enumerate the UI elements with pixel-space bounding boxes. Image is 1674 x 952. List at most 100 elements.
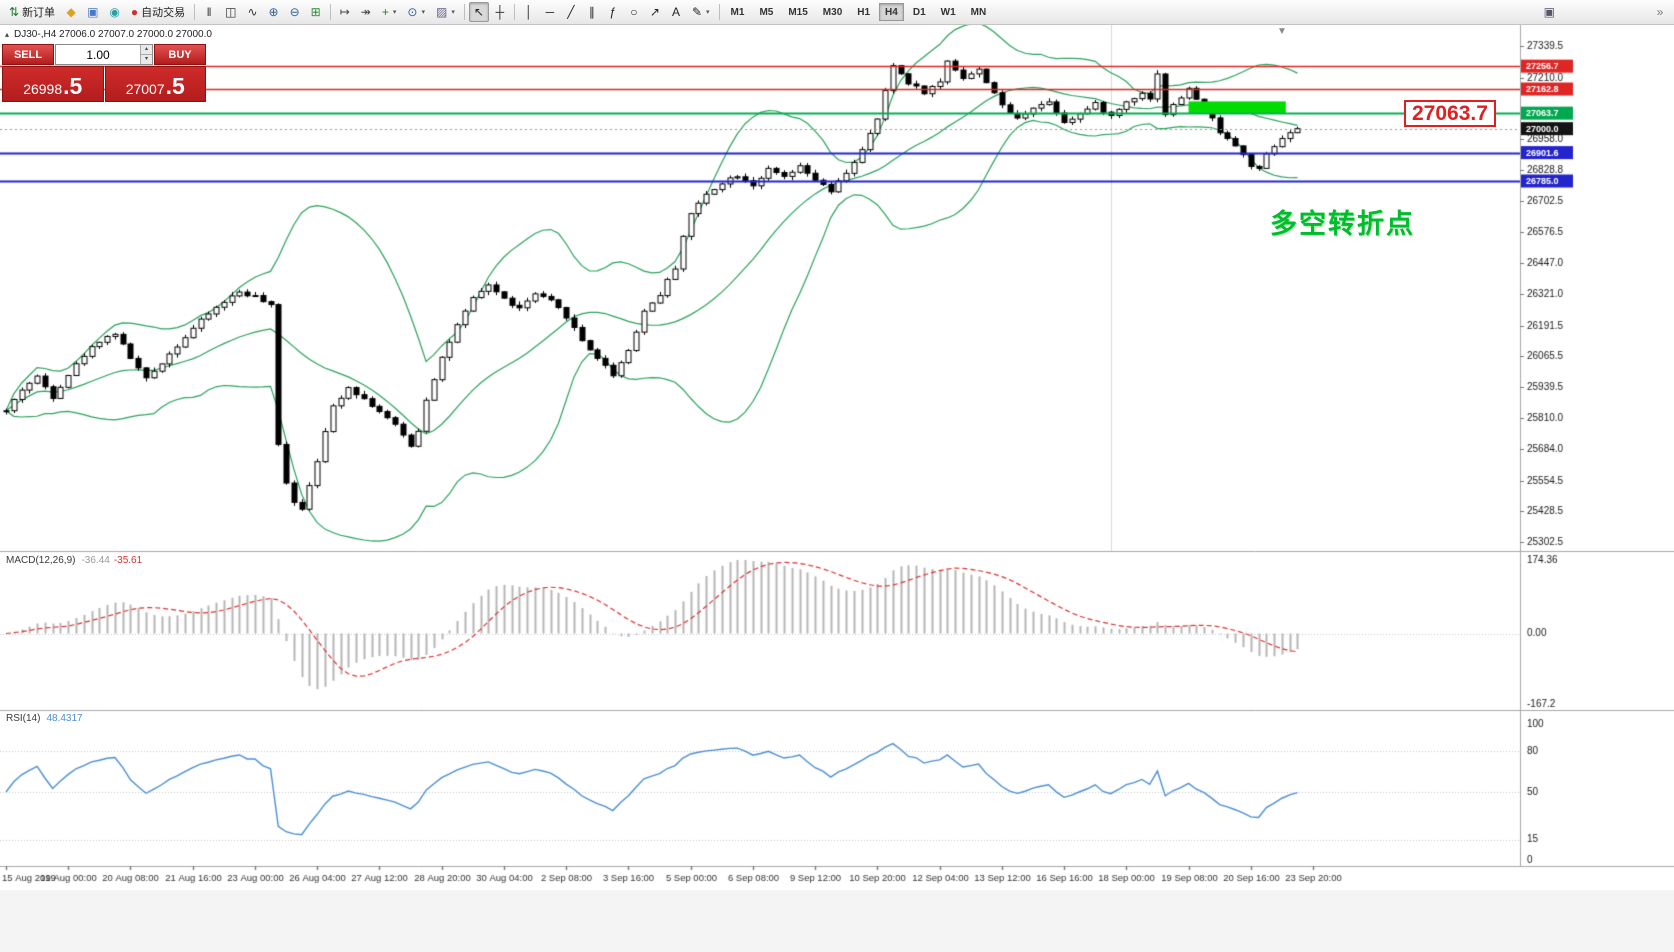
auto-trading-button[interactable]: ● 自动交易: [126, 2, 190, 22]
timeframe-button-d1[interactable]: D1: [912, 6, 926, 18]
toolbar-separator: [513, 4, 515, 20]
timeframe-button-m1[interactable]: M1: [730, 6, 745, 18]
indicators-button[interactable]: + ▾: [377, 2, 402, 22]
mql5-community-button[interactable]: ◆: [61, 2, 81, 22]
panel-collapse-icon[interactable]: ▴: [5, 30, 10, 39]
timeframe-button-m5[interactable]: M5: [759, 6, 774, 18]
timeframe-button-mn[interactable]: MN: [970, 6, 987, 18]
macd-main-value: -36.44: [81, 555, 110, 566]
macd-indicator-label: MACD(12,26,9) -36.44 -35.61: [6, 555, 142, 566]
dropdown-caret-icon: ▾: [421, 9, 425, 16]
toolbar-separator: [718, 4, 720, 20]
crosshair-button[interactable]: ┼: [490, 2, 510, 22]
market-button[interactable]: ▣: [82, 2, 103, 22]
chart-shift-icon: ↦: [339, 5, 350, 19]
signals-button[interactable]: ◉: [104, 2, 124, 22]
chart-shift-button[interactable]: ↦: [335, 2, 355, 22]
buy-price-display[interactable]: 27007 .5: [104, 66, 206, 102]
equidistant-channel-button[interactable]: ∥: [582, 2, 602, 22]
auto-scroll-button[interactable]: ↠: [356, 2, 376, 22]
periods-icon: ⊙: [407, 5, 418, 19]
toolbar-button-label: 自动交易: [141, 7, 186, 19]
open-chart-window-icon: ▣: [1543, 5, 1555, 19]
sell-price-display[interactable]: 26998 .5: [2, 66, 104, 102]
rsi-name: RSI(14): [6, 713, 41, 724]
shapes-button[interactable]: ○: [624, 2, 644, 22]
buy-price-frac: .5: [165, 73, 185, 100]
timeframe-button-m30[interactable]: M30: [822, 6, 843, 18]
periods-button[interactable]: ⊙ ▾: [402, 2, 430, 22]
text-icon: A: [671, 5, 680, 19]
cursor-button[interactable]: ↖: [468, 2, 489, 22]
toolbar-separator: [194, 4, 196, 20]
signals-icon: ◉: [109, 5, 120, 19]
market-icon: ▣: [87, 5, 99, 19]
buy-button[interactable]: BUY: [154, 44, 206, 65]
templates-icon: ▨: [435, 5, 448, 19]
toolbar-separator: [463, 4, 465, 20]
chart-shift-icon[interactable]: ▼: [1277, 26, 1287, 37]
zoom-out-button[interactable]: ⊖: [285, 2, 305, 22]
text-label-button[interactable]: ✎ ▾: [687, 2, 715, 22]
text-button[interactable]: A: [666, 2, 686, 22]
vertical-line-button[interactable]: │: [519, 2, 539, 22]
volume-decrease-button[interactable]: ▾: [140, 55, 152, 64]
auto-scroll-icon: ↠: [360, 5, 371, 19]
toolbar: ⇅ 新订单 ◆ ▣ ◉ ● 自动交易 ‖ ◫ ∿ ⊕ ⊖ ⊞ ↦ ↠ + ▾ ⊙ ▾ ▨ ▾ ↖ ┼ │ ─ ╱ ∥ ƒ ○ ↗ A ✎ ▾ M1…: [0, 0, 1674, 25]
fibonacci-icon: ƒ: [609, 5, 617, 19]
candlestick-chart-button[interactable]: ◫: [220, 2, 241, 22]
trendline-button[interactable]: ╱: [561, 2, 581, 22]
sell-price-frac: .5: [63, 73, 83, 100]
mql5-community-icon: ◆: [66, 5, 76, 19]
horizontal-line-icon: ─: [545, 5, 555, 19]
open-chart-window-button[interactable]: ▣: [1539, 2, 1560, 22]
zoom-in-icon: ⊕: [268, 5, 279, 19]
symbol-ohlc-text: DJ30-,H4 27006.0 27007.0 27000.0 27000.0: [14, 29, 212, 40]
new-order-icon: ⇅: [9, 5, 20, 19]
text-label-icon: ✎: [691, 5, 703, 19]
bars-chart-button[interactable]: ‖: [199, 2, 219, 22]
templates-button[interactable]: ▨ ▾: [431, 2, 460, 22]
dropdown-caret-icon: ▾: [451, 9, 455, 16]
zoom-out-icon: ⊖: [289, 5, 300, 19]
volume-spinner: ▴ ▾: [140, 45, 152, 64]
dropdown-caret-icon: ▾: [706, 9, 710, 16]
shapes-icon: ○: [630, 5, 638, 19]
toolbar-button-label: 新订单: [22, 7, 56, 19]
vertical-line-icon: │: [525, 5, 533, 19]
horizontal-line-button[interactable]: ─: [540, 2, 560, 22]
cursor-icon: ↖: [473, 5, 484, 19]
macd-name: MACD(12,26,9): [6, 555, 76, 566]
timeframe-button-h4[interactable]: H4: [879, 3, 904, 21]
volume-input[interactable]: [56, 45, 140, 64]
new-order-button[interactable]: ⇅ 新订单: [4, 2, 60, 22]
timeframe-button-h1[interactable]: H1: [857, 6, 871, 18]
one-click-trading-panel: SELL ▴ ▾ BUY 26998 .5 27007 .5: [2, 44, 206, 102]
equidistant-channel-icon: ∥: [588, 5, 595, 19]
line-chart-icon: ∿: [247, 5, 258, 19]
zoom-in-button[interactable]: ⊕: [264, 2, 284, 22]
trade-panel-controls: SELL ▴ ▾ BUY: [2, 44, 206, 65]
sell-button[interactable]: SELL: [2, 44, 54, 65]
price-alert-label[interactable]: 27063.7: [1404, 100, 1496, 127]
volume-increase-button[interactable]: ▴: [140, 45, 152, 55]
line-chart-button[interactable]: ∿: [242, 2, 262, 22]
timeframe-button-w1[interactable]: W1: [940, 6, 956, 18]
bars-chart-icon: ‖: [206, 5, 212, 19]
timeframe-button-m15[interactable]: M15: [788, 6, 808, 18]
candlestick-chart-icon: ◫: [225, 5, 237, 19]
buy-price-main: 27007: [125, 80, 165, 97]
toolbar-overflow-button[interactable]: »: [1650, 2, 1670, 22]
trendline-icon: ╱: [567, 5, 575, 19]
fibonacci-button[interactable]: ƒ: [603, 2, 623, 22]
sell-price-main: 26998: [23, 80, 63, 97]
dropdown-caret-icon: ▾: [392, 9, 397, 16]
arrows-button[interactable]: ↗: [645, 2, 665, 22]
turning-point-annotation: 多空转折点: [1270, 209, 1415, 239]
tile-windows-button[interactable]: ⊞: [306, 2, 326, 22]
toolbar-separator: [329, 4, 331, 20]
tile-windows-icon: ⊞: [310, 5, 321, 19]
auto-trading-icon: ●: [130, 5, 139, 19]
macd-signal-value: -35.61: [113, 555, 143, 566]
